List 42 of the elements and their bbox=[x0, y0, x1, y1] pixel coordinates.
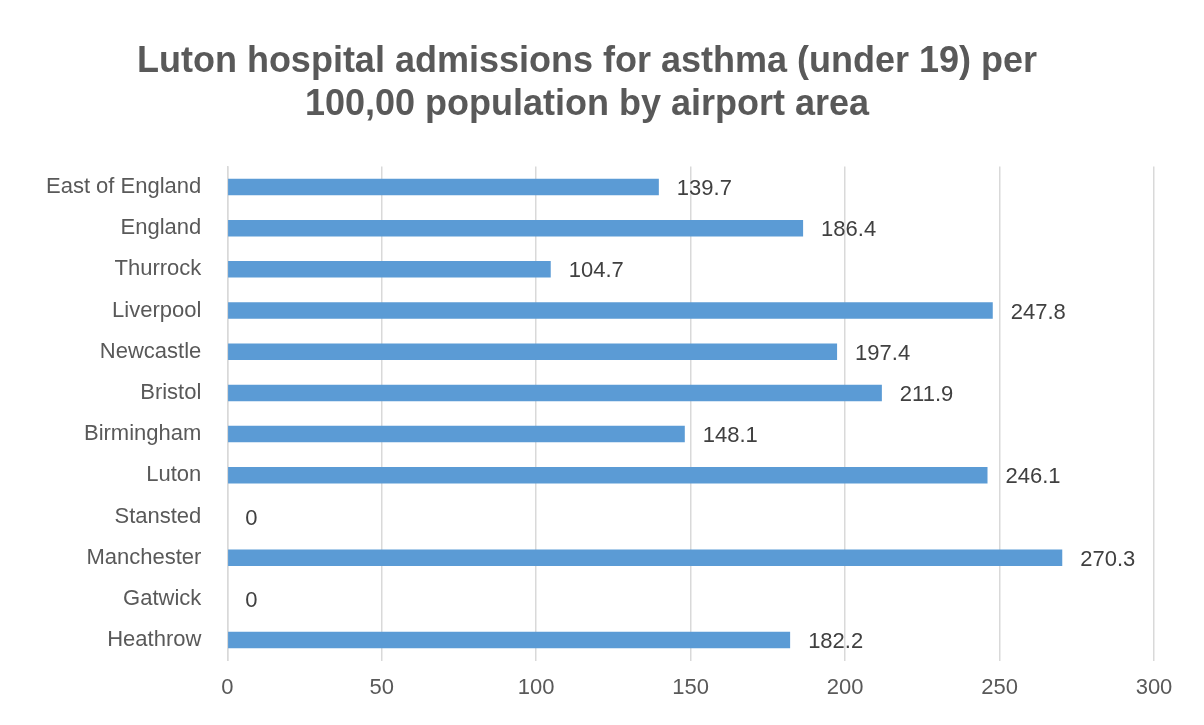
bar bbox=[228, 302, 993, 319]
x-tick-label: 200 bbox=[826, 673, 864, 699]
x-tick-label: 50 bbox=[369, 673, 395, 699]
data-label: 139.7 bbox=[676, 175, 732, 201]
bar bbox=[228, 467, 988, 484]
data-label: 186.4 bbox=[821, 216, 877, 242]
y-tick-label: Thurrock bbox=[114, 255, 203, 281]
bar bbox=[228, 343, 838, 360]
data-label: 0 bbox=[245, 586, 258, 612]
data-label: 148.1 bbox=[702, 422, 758, 448]
y-tick-label: Liverpool bbox=[112, 296, 202, 322]
x-tick-label: 300 bbox=[1135, 673, 1173, 699]
y-tick-label: Manchester bbox=[86, 543, 202, 569]
y-tick-label: Stansted bbox=[114, 502, 202, 528]
data-label: 247.8 bbox=[1010, 298, 1066, 324]
data-label: 182.2 bbox=[808, 628, 864, 654]
y-tick-label: Gatwick bbox=[123, 584, 203, 610]
data-label: 0 bbox=[245, 504, 258, 530]
bar bbox=[228, 219, 804, 237]
bar bbox=[228, 261, 551, 278]
bar bbox=[228, 384, 882, 402]
x-tick-label: 100 bbox=[517, 673, 555, 699]
data-label: 246.1 bbox=[1005, 463, 1061, 489]
y-tick-label: Luton bbox=[146, 461, 202, 487]
x-tick-label: 0 bbox=[221, 673, 234, 699]
data-label: 104.7 bbox=[568, 257, 624, 283]
bar bbox=[228, 425, 685, 443]
data-label: 270.3 bbox=[1080, 545, 1136, 571]
chart-title: Luton hospital admissions for asthma (under 19) per 100,00 population by airport area bbox=[136, 38, 1038, 123]
data-label: 197.4 bbox=[855, 339, 911, 365]
data-label: 211.9 bbox=[899, 380, 954, 406]
bar bbox=[228, 549, 1063, 566]
bar bbox=[228, 631, 791, 649]
y-tick-label: Newcastle bbox=[99, 337, 202, 363]
x-tick-label: 250 bbox=[981, 673, 1018, 699]
y-tick-label: East of England bbox=[45, 173, 202, 199]
bar bbox=[228, 178, 659, 196]
y-tick-label: England bbox=[120, 214, 202, 240]
x-tick-label: 150 bbox=[672, 673, 710, 699]
y-tick-label: Birmingham bbox=[83, 420, 202, 446]
y-tick-label: Heathrow bbox=[107, 626, 202, 652]
y-tick-label: Bristol bbox=[140, 378, 202, 404]
